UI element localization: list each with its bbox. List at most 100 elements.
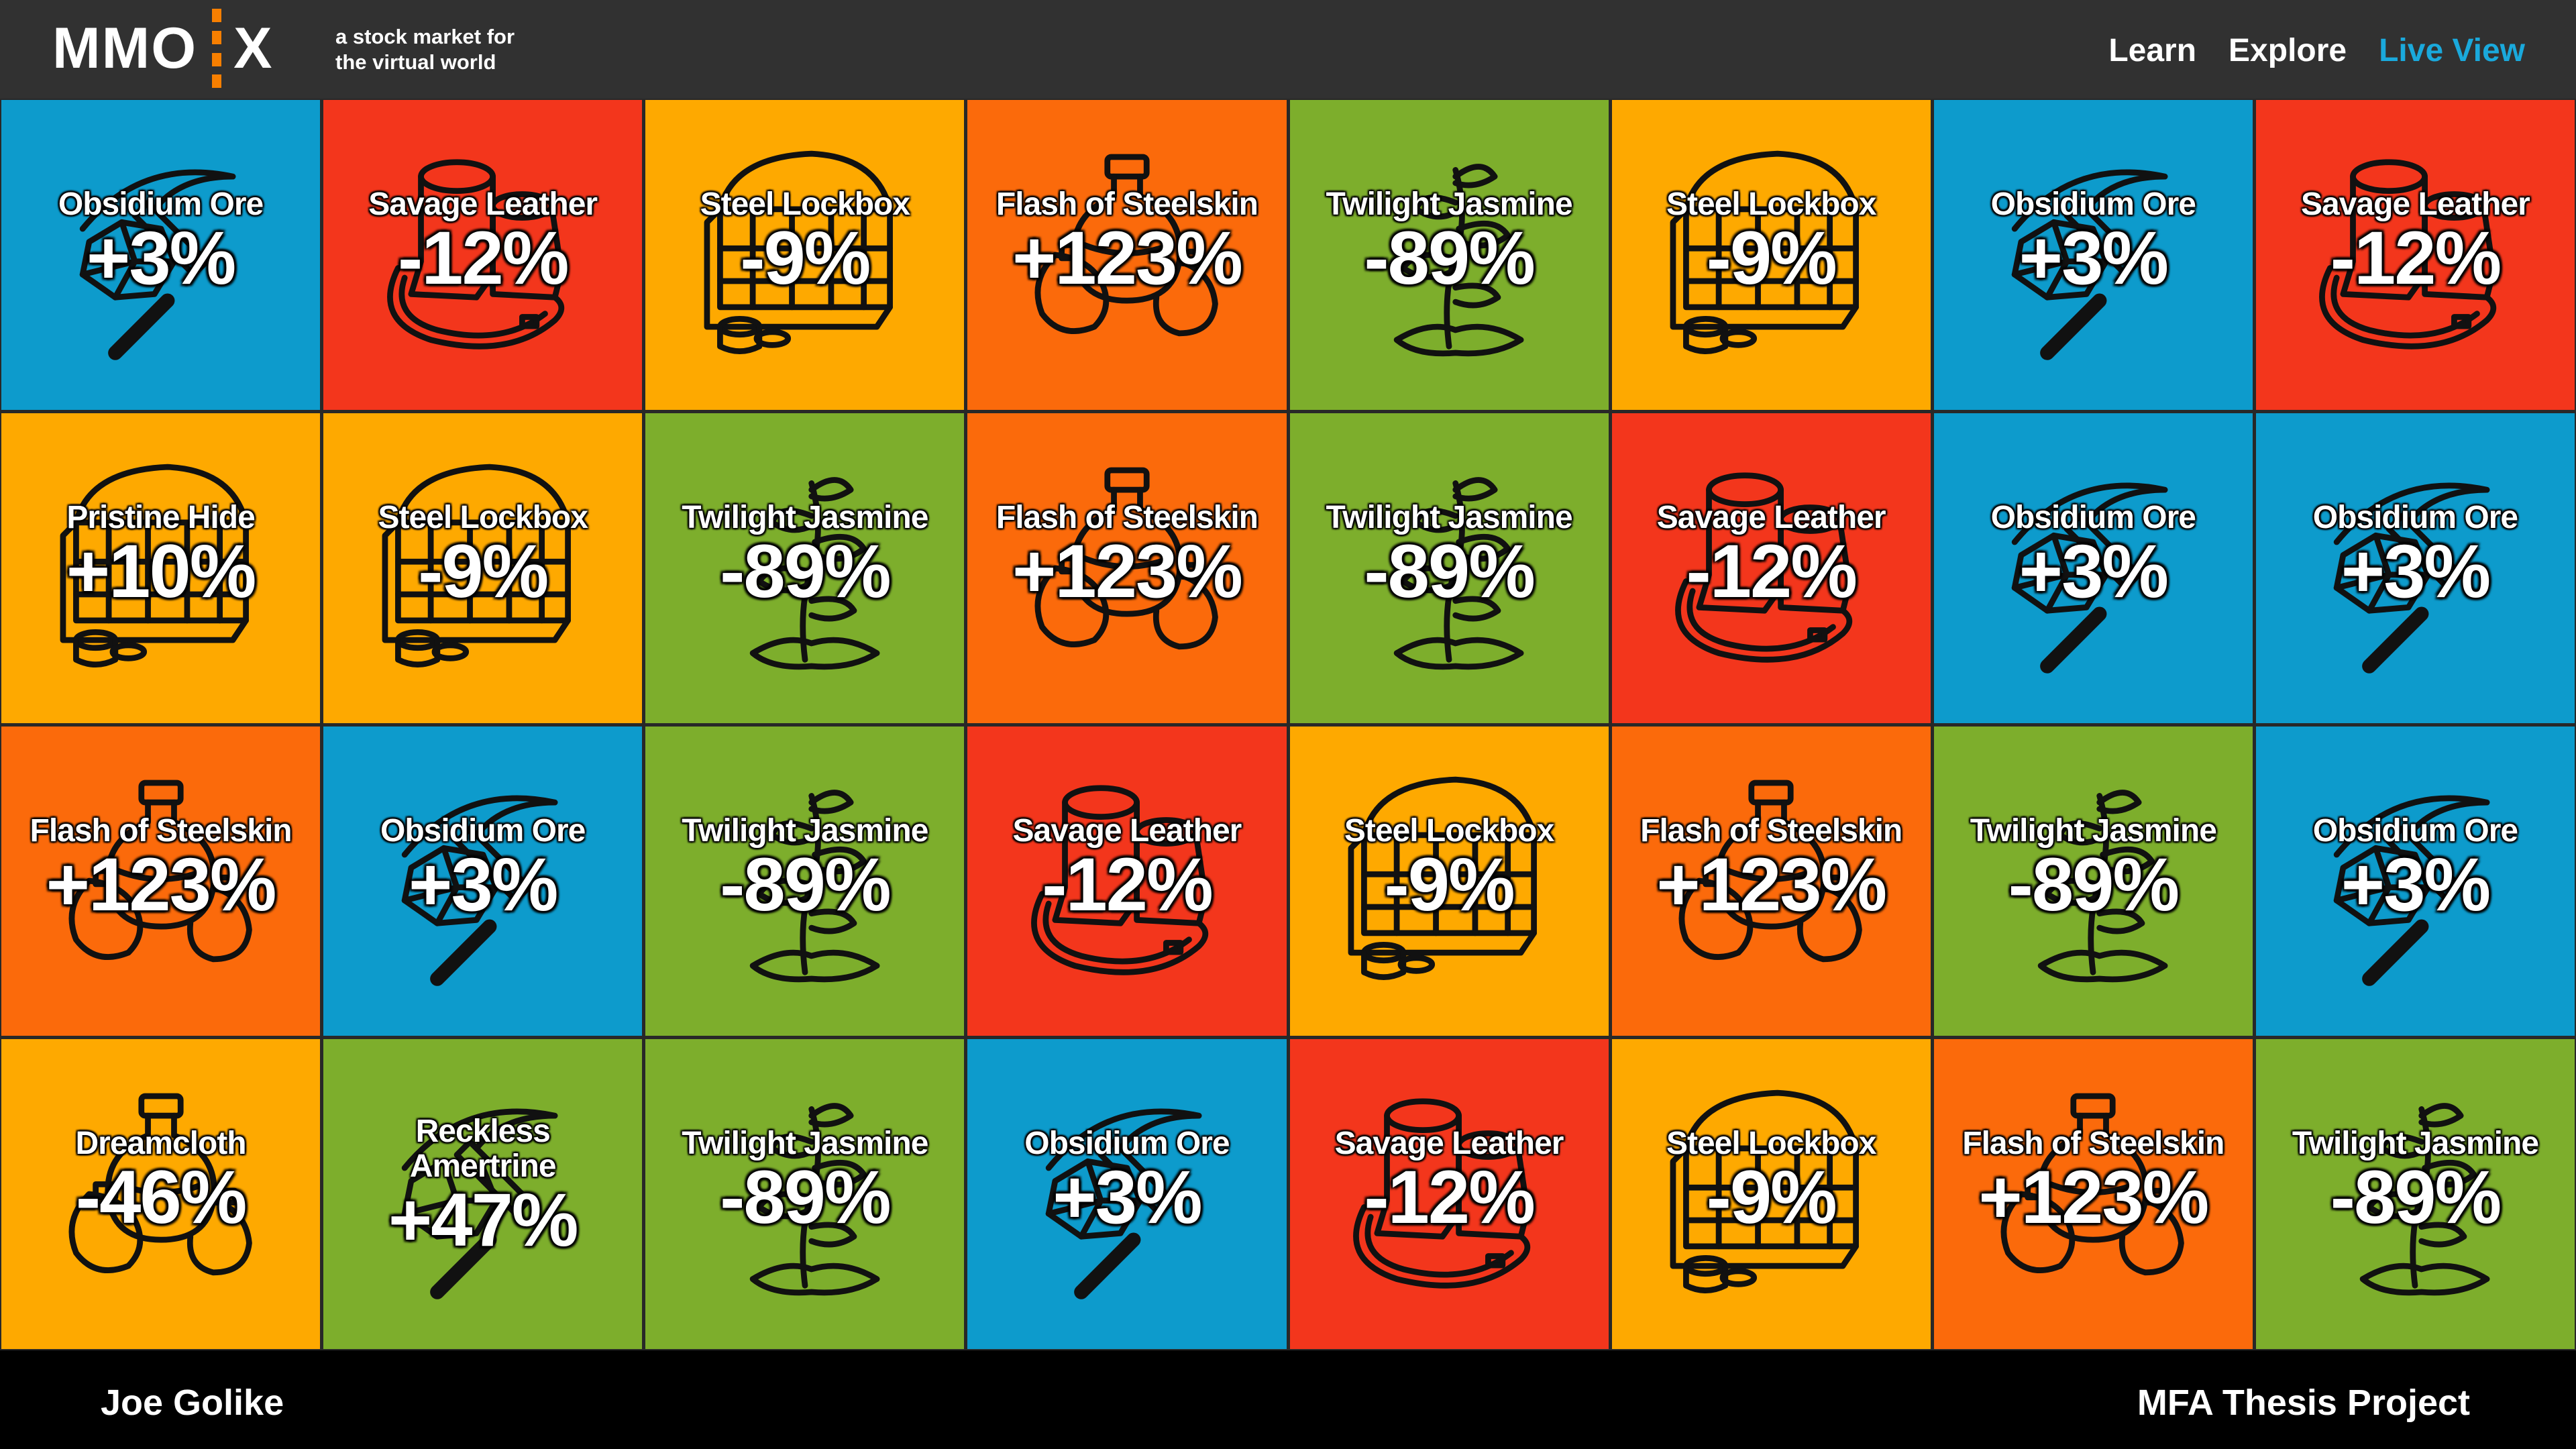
tile-label: Savage Leather -12% xyxy=(967,812,1286,926)
nav-explore[interactable]: Explore xyxy=(2229,33,2347,68)
market-tile[interactable]: Flash of Steelskin +123% xyxy=(967,413,1287,723)
tile-price-change: -12% xyxy=(397,216,569,300)
market-tile[interactable]: Pristine Hide +10% xyxy=(1,413,321,723)
market-tile[interactable]: Savage Leather -12% xyxy=(1289,1039,1609,1349)
market-tile[interactable]: Dreamcloth -46% xyxy=(1,1039,321,1349)
tile-price-change: +47% xyxy=(388,1178,579,1263)
tile-item-name: Twilight Jasmine xyxy=(1326,499,1572,535)
market-tile[interactable]: Steel Lockbox -9% xyxy=(323,413,643,723)
tile-item-name: Obsidium Ore xyxy=(1024,1126,1230,1162)
tile-label: Obsidium Ore +3% xyxy=(323,812,642,922)
tile-price-change: -9% xyxy=(1706,1155,1837,1240)
tile-price-change: +123% xyxy=(1656,842,1887,926)
chest-icon xyxy=(1670,150,1860,354)
tile-price-change: -12% xyxy=(1042,842,1213,926)
tile-label: Dreamcloth -46% xyxy=(1,1126,320,1235)
market-tile[interactable]: Twilight Jasmine -89% xyxy=(645,413,965,723)
plant-icon xyxy=(1393,476,1524,669)
market-tile[interactable]: Twilight Jasmine -89% xyxy=(1289,100,1609,410)
logo[interactable]: MMO X xyxy=(52,9,274,88)
tile-price-change: +10% xyxy=(66,529,257,613)
tile-item-name: Obsidium Ore xyxy=(1990,186,2196,222)
pickaxe-ore-icon xyxy=(79,169,236,360)
market-tile[interactable]: Savage Leather -12% xyxy=(1611,413,1931,723)
tile-price-change: +3% xyxy=(2341,529,2491,613)
tile-item-name: Twilight Jasmine xyxy=(682,812,928,849)
market-tile[interactable]: Savage Leather -12% xyxy=(323,100,643,410)
tile-item-name: Savage Leather xyxy=(1656,499,1886,535)
tile-item-name: Savage Leather xyxy=(1334,1126,1564,1162)
market-tile[interactable]: Twilight Jasmine -89% xyxy=(645,726,965,1036)
tile-label: Obsidium Ore +3% xyxy=(967,1126,1286,1235)
tile-item-name: Reckless Amertrine xyxy=(409,1114,557,1185)
market-tile[interactable]: Twilight Jasmine -89% xyxy=(645,1039,965,1349)
tile-price-change: +3% xyxy=(2341,842,2491,926)
market-tile[interactable]: Steel Lockbox -9% xyxy=(1611,100,1931,410)
market-tile[interactable]: Steel Lockbox -9% xyxy=(645,100,965,410)
tile-item-name: Obsidium Ore xyxy=(58,186,264,222)
market-tile[interactable]: Twilight Jasmine -89% xyxy=(1933,726,2253,1036)
tile-price-change: -46% xyxy=(75,1155,247,1240)
chest-icon xyxy=(704,150,893,354)
chest-icon xyxy=(60,464,249,667)
market-tile-grid: Obsidium Ore +3% Savage Leather -12% Steel… xyxy=(0,99,2576,1350)
tile-label: Obsidium Ore +3% xyxy=(1,187,320,296)
tile-price-change: -89% xyxy=(720,842,891,926)
market-tile[interactable]: Obsidium Ore +3% xyxy=(1933,413,2253,723)
nav-learn[interactable]: Learn xyxy=(2108,33,2197,68)
tile-label: Steel Lockbox -9% xyxy=(1290,812,1609,926)
boots-icon xyxy=(1675,472,1853,663)
pickaxe-ore-icon xyxy=(2012,482,2168,674)
tile-item-name: Pristine Hide xyxy=(66,499,255,535)
tile-price-change: -9% xyxy=(1384,842,1515,926)
tile-item-name: Steel Lockbox xyxy=(1666,1126,1876,1162)
market-tile[interactable]: Obsidium Ore +3% xyxy=(2255,726,2575,1036)
tile-label: Steel Lockbox -9% xyxy=(1612,1126,1931,1235)
tile-item-name: Obsidium Ore xyxy=(1990,499,2196,535)
tile-price-change: +3% xyxy=(1053,1155,1202,1240)
tile-price-change: -89% xyxy=(2330,1155,2502,1240)
tile-price-change: -89% xyxy=(1364,529,1535,613)
tile-label: Reckless Amertrine +47% xyxy=(323,1114,642,1258)
tile-label: Obsidium Ore +3% xyxy=(1934,500,2253,609)
plant-icon xyxy=(2360,1103,2490,1296)
market-tile[interactable]: Flash of Steelskin +123% xyxy=(1611,726,1931,1036)
nav-live-view[interactable]: Live View xyxy=(2379,33,2525,68)
market-tile[interactable]: Obsidium Ore +3% xyxy=(2255,413,2575,723)
tile-label: Twilight Jasmine -89% xyxy=(2256,1126,2575,1235)
tile-price-change: +123% xyxy=(1012,216,1243,300)
market-tile[interactable]: Flash of Steelskin +123% xyxy=(1933,1039,2253,1349)
tile-item-name: Dreamcloth xyxy=(75,1126,247,1162)
market-tile[interactable]: Steel Lockbox -9% xyxy=(1611,1039,1931,1349)
market-tile[interactable]: Obsidium Ore +3% xyxy=(967,1039,1287,1349)
tile-label: Savage Leather -12% xyxy=(1612,500,1931,609)
plant-icon xyxy=(749,790,880,983)
market-tile[interactable]: Steel Lockbox -9% xyxy=(1289,726,1609,1036)
tile-item-name: Steel Lockbox xyxy=(1344,812,1554,849)
tile-price-change: -12% xyxy=(1364,1155,1535,1240)
tile-label: Twilight Jasmine -89% xyxy=(1290,500,1609,609)
tile-label: Steel Lockbox -9% xyxy=(645,187,964,296)
potion-icon xyxy=(2000,1093,2185,1276)
tile-item-name: Steel Lockbox xyxy=(700,186,910,222)
tile-label: Obsidium Ore +3% xyxy=(2256,500,2575,609)
tile-item-name: Twilight Jasmine xyxy=(1970,812,2217,849)
market-tile[interactable]: Savage Leather -12% xyxy=(967,726,1287,1036)
footer-author: Joe Golike xyxy=(101,1383,284,1423)
tile-item-name: Obsidium Ore xyxy=(380,812,586,849)
tile-item-name: Savage Leather xyxy=(1012,812,1242,849)
tile-price-change: -12% xyxy=(1686,529,1857,613)
market-tile[interactable]: Obsidium Ore +3% xyxy=(1,100,321,410)
market-tile[interactable]: Savage Leather -12% xyxy=(2255,100,2575,410)
tile-item-name: Flash of Steelskin xyxy=(30,812,292,849)
market-tile[interactable]: Twilight Jasmine -89% xyxy=(2255,1039,2575,1349)
market-tile[interactable]: Obsidium Ore +3% xyxy=(1933,100,2253,410)
market-tile[interactable]: Reckless Amertrine +47% xyxy=(323,1039,643,1349)
market-tile[interactable]: Obsidium Ore +3% xyxy=(323,726,643,1036)
market-tile[interactable]: Twilight Jasmine -89% xyxy=(1289,413,1609,723)
market-tile[interactable]: Flash of Steelskin +123% xyxy=(1,726,321,1036)
tile-item-name: Flash of Steelskin xyxy=(1640,812,1902,849)
tile-price-change: -9% xyxy=(418,529,549,613)
pickaxe-ore-icon xyxy=(2334,482,2490,674)
market-tile[interactable]: Flash of Steelskin +123% xyxy=(967,100,1287,410)
